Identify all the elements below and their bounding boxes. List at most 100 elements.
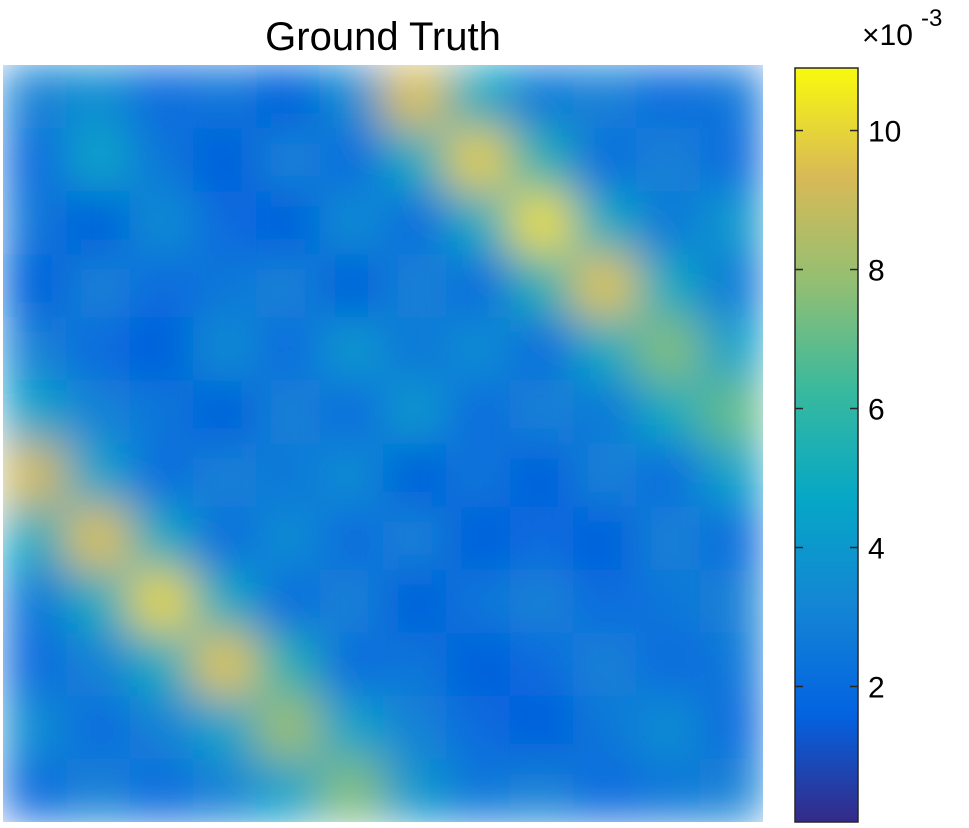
heatmap-cell [446,65,511,129]
colorbar-ticks: 2 4 6 8 10 [795,116,901,704]
heatmap-cell [193,254,257,318]
heatmap-cell [636,317,701,381]
heatmap-cell [509,632,574,697]
heatmap-cell [193,632,257,697]
heatmap-cell [636,632,701,697]
heatmap [3,65,763,822]
heatmap-cell [319,632,384,697]
heatmap-cell [256,254,321,318]
heatmap-cell [573,380,637,444]
heatmap-cell [699,65,763,129]
heatmap-cell [573,128,637,192]
heatmap-cell [193,128,257,192]
heatmap-cell [256,695,321,760]
heatmap-cell [383,128,447,192]
heatmap-cell [129,254,194,318]
heatmap-cell [573,506,637,571]
colorbar-tick-label: 10 [868,116,901,149]
colorbar-exponent: -3 [921,5,942,32]
heatmap-cell [3,65,67,129]
heatmap-cell [3,380,67,444]
heatmap-cell [3,128,67,192]
heatmap-cell [129,695,194,760]
heatmap-cell [319,128,384,192]
heatmap-cell [446,569,511,634]
heatmap-cell [699,632,763,697]
heatmap-cell [573,443,637,508]
heatmap-cell [193,191,257,255]
heatmap-cell [66,569,131,634]
heatmap-cell [383,380,447,444]
heatmap-cell [193,506,257,571]
colorbar-tick-label: 8 [868,255,885,288]
heatmap-cell [636,380,701,444]
heatmap-cell [446,317,511,381]
heatmap-cell [256,506,321,571]
heatmap-cell [636,254,701,318]
heatmap-cell [319,695,384,760]
heatmap-cell [66,380,131,444]
heatmap-cell [3,569,67,634]
heatmap-cell [193,380,257,444]
heatmap-cell [573,65,637,129]
colorbar-multiplier: ×10 [862,19,913,52]
heatmap-cell [66,317,131,381]
heatmap-cell [699,380,763,444]
heatmap-cell [636,65,701,129]
heatmap-cell [509,65,574,129]
heatmap-cell [446,758,511,822]
heatmap-cell [509,380,574,444]
heatmap-cell [636,128,701,192]
heatmap-cell [573,254,637,318]
heatmap-cell [129,317,194,381]
heatmap-cell [573,569,637,634]
heatmap-cell [383,191,447,255]
heatmap-cell [129,758,194,822]
heatmap-cell [446,632,511,697]
heatmap-cell [3,695,67,760]
heatmap-cell [256,380,321,444]
heatmap-cell [3,632,67,697]
heatmap-cell [699,128,763,192]
heatmap-cell [509,191,574,255]
heatmap-cell [193,695,257,760]
heatmap-cell [383,632,447,697]
heatmap-cell [66,632,131,697]
heatmap-cell [573,317,637,381]
heatmap-cell [636,443,701,508]
heatmap-cell [3,443,67,508]
colorbar-tick-label: 4 [868,533,885,566]
heatmap-cell [66,506,131,571]
heatmap-cell [129,569,194,634]
heatmap-cell [256,317,321,381]
heatmap-cell [699,191,763,255]
heatmap-cell [636,191,701,255]
heatmap-cell [193,317,257,381]
heatmap-cell [699,695,763,760]
heatmap-cell [573,632,637,697]
heatmap-cell [319,443,384,508]
heatmap-cell [3,758,67,822]
heatmap-cell [129,506,194,571]
heatmap-cell [699,506,763,571]
heatmap-cell [319,254,384,318]
heatmap-cell [66,65,131,129]
heatmap-cell [319,569,384,634]
heatmap-cell [66,191,131,255]
heatmap-cell [3,254,67,318]
heatmap-cell [446,191,511,255]
heatmap-cell [129,191,194,255]
heatmap-cell [699,317,763,381]
heatmap-cell [509,758,574,822]
heatmap-cell [3,506,67,571]
heatmap-cell [636,569,701,634]
heatmap-cell [66,128,131,192]
heatmap-cell [699,254,763,318]
colorbar [794,67,859,823]
heatmap-cell [193,758,257,822]
heatmap-cell [573,758,637,822]
heatmap-cell [509,254,574,318]
heatmap-cell [446,128,511,192]
